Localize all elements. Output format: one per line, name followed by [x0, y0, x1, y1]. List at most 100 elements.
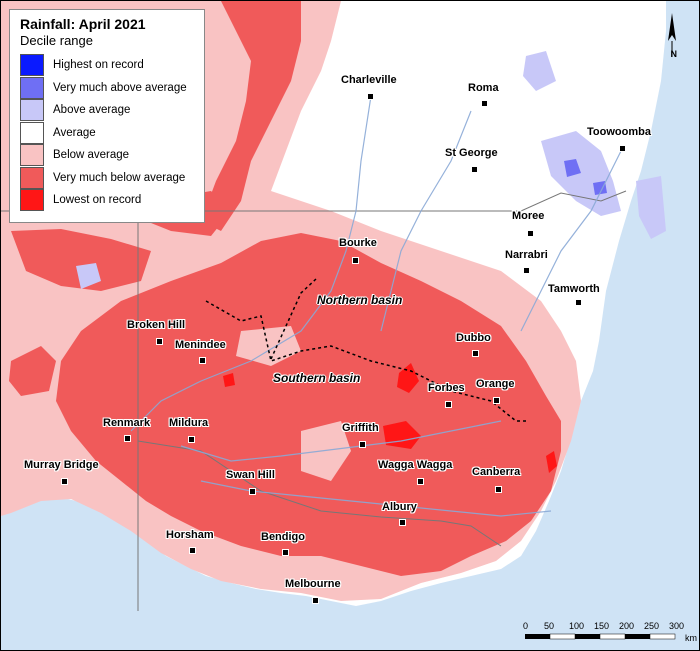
- legend-swatch: [20, 76, 44, 99]
- state-border-qld-nsw: [1, 190, 627, 212]
- legend-swatch: [20, 54, 44, 77]
- scale-tick-label: 200: [619, 621, 635, 631]
- place-label-broken-hill: Broken Hill: [127, 319, 186, 331]
- place-label-mildura: Mildura: [169, 417, 209, 429]
- place-label-murray-bridge: Murray Bridge: [24, 459, 99, 471]
- place-label-tamworth: Tamworth: [548, 283, 600, 295]
- scale-bar: [525, 633, 676, 640]
- north-label: N: [670, 49, 678, 59]
- lowest-on-record-menindee: [223, 373, 235, 387]
- rivers: [130, 95, 622, 517]
- basin-boundary-north: [270, 278, 317, 360]
- legend-item-very-much-below: Very much below average: [20, 166, 204, 190]
- legend-item-above: Above average: [20, 99, 204, 122]
- place-label-st-george: St George: [445, 147, 498, 159]
- legend-subtitle: Decile range: [20, 33, 93, 48]
- town-marker-horsham: [189, 547, 196, 554]
- town-marker-broken-hill: [156, 338, 163, 345]
- scale-tick-label: 0: [523, 621, 529, 631]
- legend-title: Rainfall: April 2021: [20, 16, 146, 32]
- place-label-bourke: Bourke: [339, 237, 377, 249]
- town-marker-forbes: [445, 401, 452, 408]
- basin-label-southern: Southern basin: [273, 371, 361, 385]
- place-label-charleville: Charleville: [341, 74, 397, 86]
- place-label-menindee: Menindee: [175, 339, 226, 351]
- town-marker-renmark: [124, 435, 131, 442]
- town-marker-narrabri: [523, 267, 530, 274]
- basin-label-northern: Northern basin: [317, 293, 403, 307]
- place-label-melbourne: Melbourne: [285, 578, 341, 590]
- town-marker-st-george: [471, 166, 478, 173]
- town-marker-murray-bridge: [61, 478, 68, 485]
- basin-boundary: [205, 300, 526, 422]
- place-label-griffith: Griffith: [342, 422, 379, 434]
- place-label-moree: Moree: [512, 210, 545, 222]
- north-arrow-icon: [668, 13, 676, 57]
- map-legend: Rainfall: April 2021 Decile range Highes…: [9, 9, 205, 223]
- place-label-roma: Roma: [468, 82, 499, 94]
- legend-item-average: Average: [20, 121, 204, 145]
- state-border-nsw-vic: [137, 440, 502, 547]
- very-much-below-average-west: [11, 229, 151, 291]
- place-label-dubbo: Dubbo: [456, 332, 491, 344]
- legend-label: Very much above average: [53, 81, 187, 94]
- town-marker-dubbo: [472, 350, 479, 357]
- place-label-swan-hill: Swan Hill: [226, 469, 275, 481]
- above-average-east: [636, 176, 666, 239]
- town-marker-griffith: [359, 441, 366, 448]
- town-marker-roma: [481, 100, 488, 107]
- place-label-narrabri: Narrabri: [505, 249, 548, 261]
- town-marker-charleville: [367, 93, 374, 100]
- town-marker-orange: [493, 397, 500, 404]
- scale-tick-label: 100: [569, 621, 585, 631]
- legend-swatch: [20, 166, 44, 189]
- scale-unit-label: km: [685, 633, 697, 643]
- lowest-on-record-canberra: [546, 451, 557, 473]
- very-much-below-average-region: [56, 233, 561, 576]
- legend-item-below: Below average: [20, 144, 204, 167]
- scale-tick-label: 250: [644, 621, 660, 631]
- town-marker-swan-hill: [249, 488, 256, 495]
- scale-tick-label: 50: [544, 621, 555, 631]
- town-marker-bourke: [352, 257, 359, 264]
- very-much-below-average-southwest: [9, 346, 56, 396]
- above-average-toowoomba: [541, 131, 621, 216]
- below-average-patch-griffith: [301, 421, 351, 481]
- legend-item-very-much-above: Very much above average: [20, 76, 204, 100]
- very-much-below-average-north: [201, 1, 301, 231]
- legend-label: Highest on record: [53, 59, 144, 72]
- lowest-on-record-forbes: [397, 363, 419, 393]
- legend-swatch: [20, 121, 44, 144]
- town-marker-bendigo: [282, 549, 289, 556]
- town-marker-melbourne: [312, 597, 319, 604]
- town-marker-menindee: [199, 357, 206, 364]
- legend-item-lowest: Lowest on record: [20, 189, 204, 212]
- legend-swatch: [20, 99, 44, 122]
- scale-tick-label: 300: [669, 621, 685, 631]
- above-average-west: [76, 263, 101, 289]
- above-average-roma: [523, 51, 556, 91]
- place-label-horsham: Horsham: [166, 529, 214, 541]
- town-marker-canberra: [495, 486, 502, 493]
- place-label-wagga-wagga: Wagga Wagga: [378, 459, 453, 471]
- legend-label: Lowest on record: [53, 194, 142, 207]
- town-marker-toowoomba: [619, 145, 626, 152]
- place-label-toowoomba: Toowoomba: [587, 126, 651, 138]
- legend-label: Below average: [53, 149, 130, 162]
- very-much-above-average-east: [593, 181, 607, 195]
- place-label-renmark: Renmark: [103, 417, 151, 429]
- place-label-bendigo: Bendigo: [261, 531, 305, 543]
- place-label-forbes: Forbes: [428, 382, 465, 394]
- legend-item-highest: Highest on record: [20, 54, 204, 77]
- legend-swatch: [20, 189, 44, 212]
- legend-swatch: [20, 144, 44, 167]
- town-marker-albury: [399, 519, 406, 526]
- legend-label: Average: [53, 126, 96, 139]
- legend-label: Above average: [53, 104, 131, 117]
- town-marker-moree: [527, 230, 534, 237]
- very-much-above-average-toowoomba: [564, 159, 581, 177]
- scale-tick-label: 150: [594, 621, 610, 631]
- legend-label: Very much below average: [53, 171, 186, 184]
- town-marker-mildura: [188, 436, 195, 443]
